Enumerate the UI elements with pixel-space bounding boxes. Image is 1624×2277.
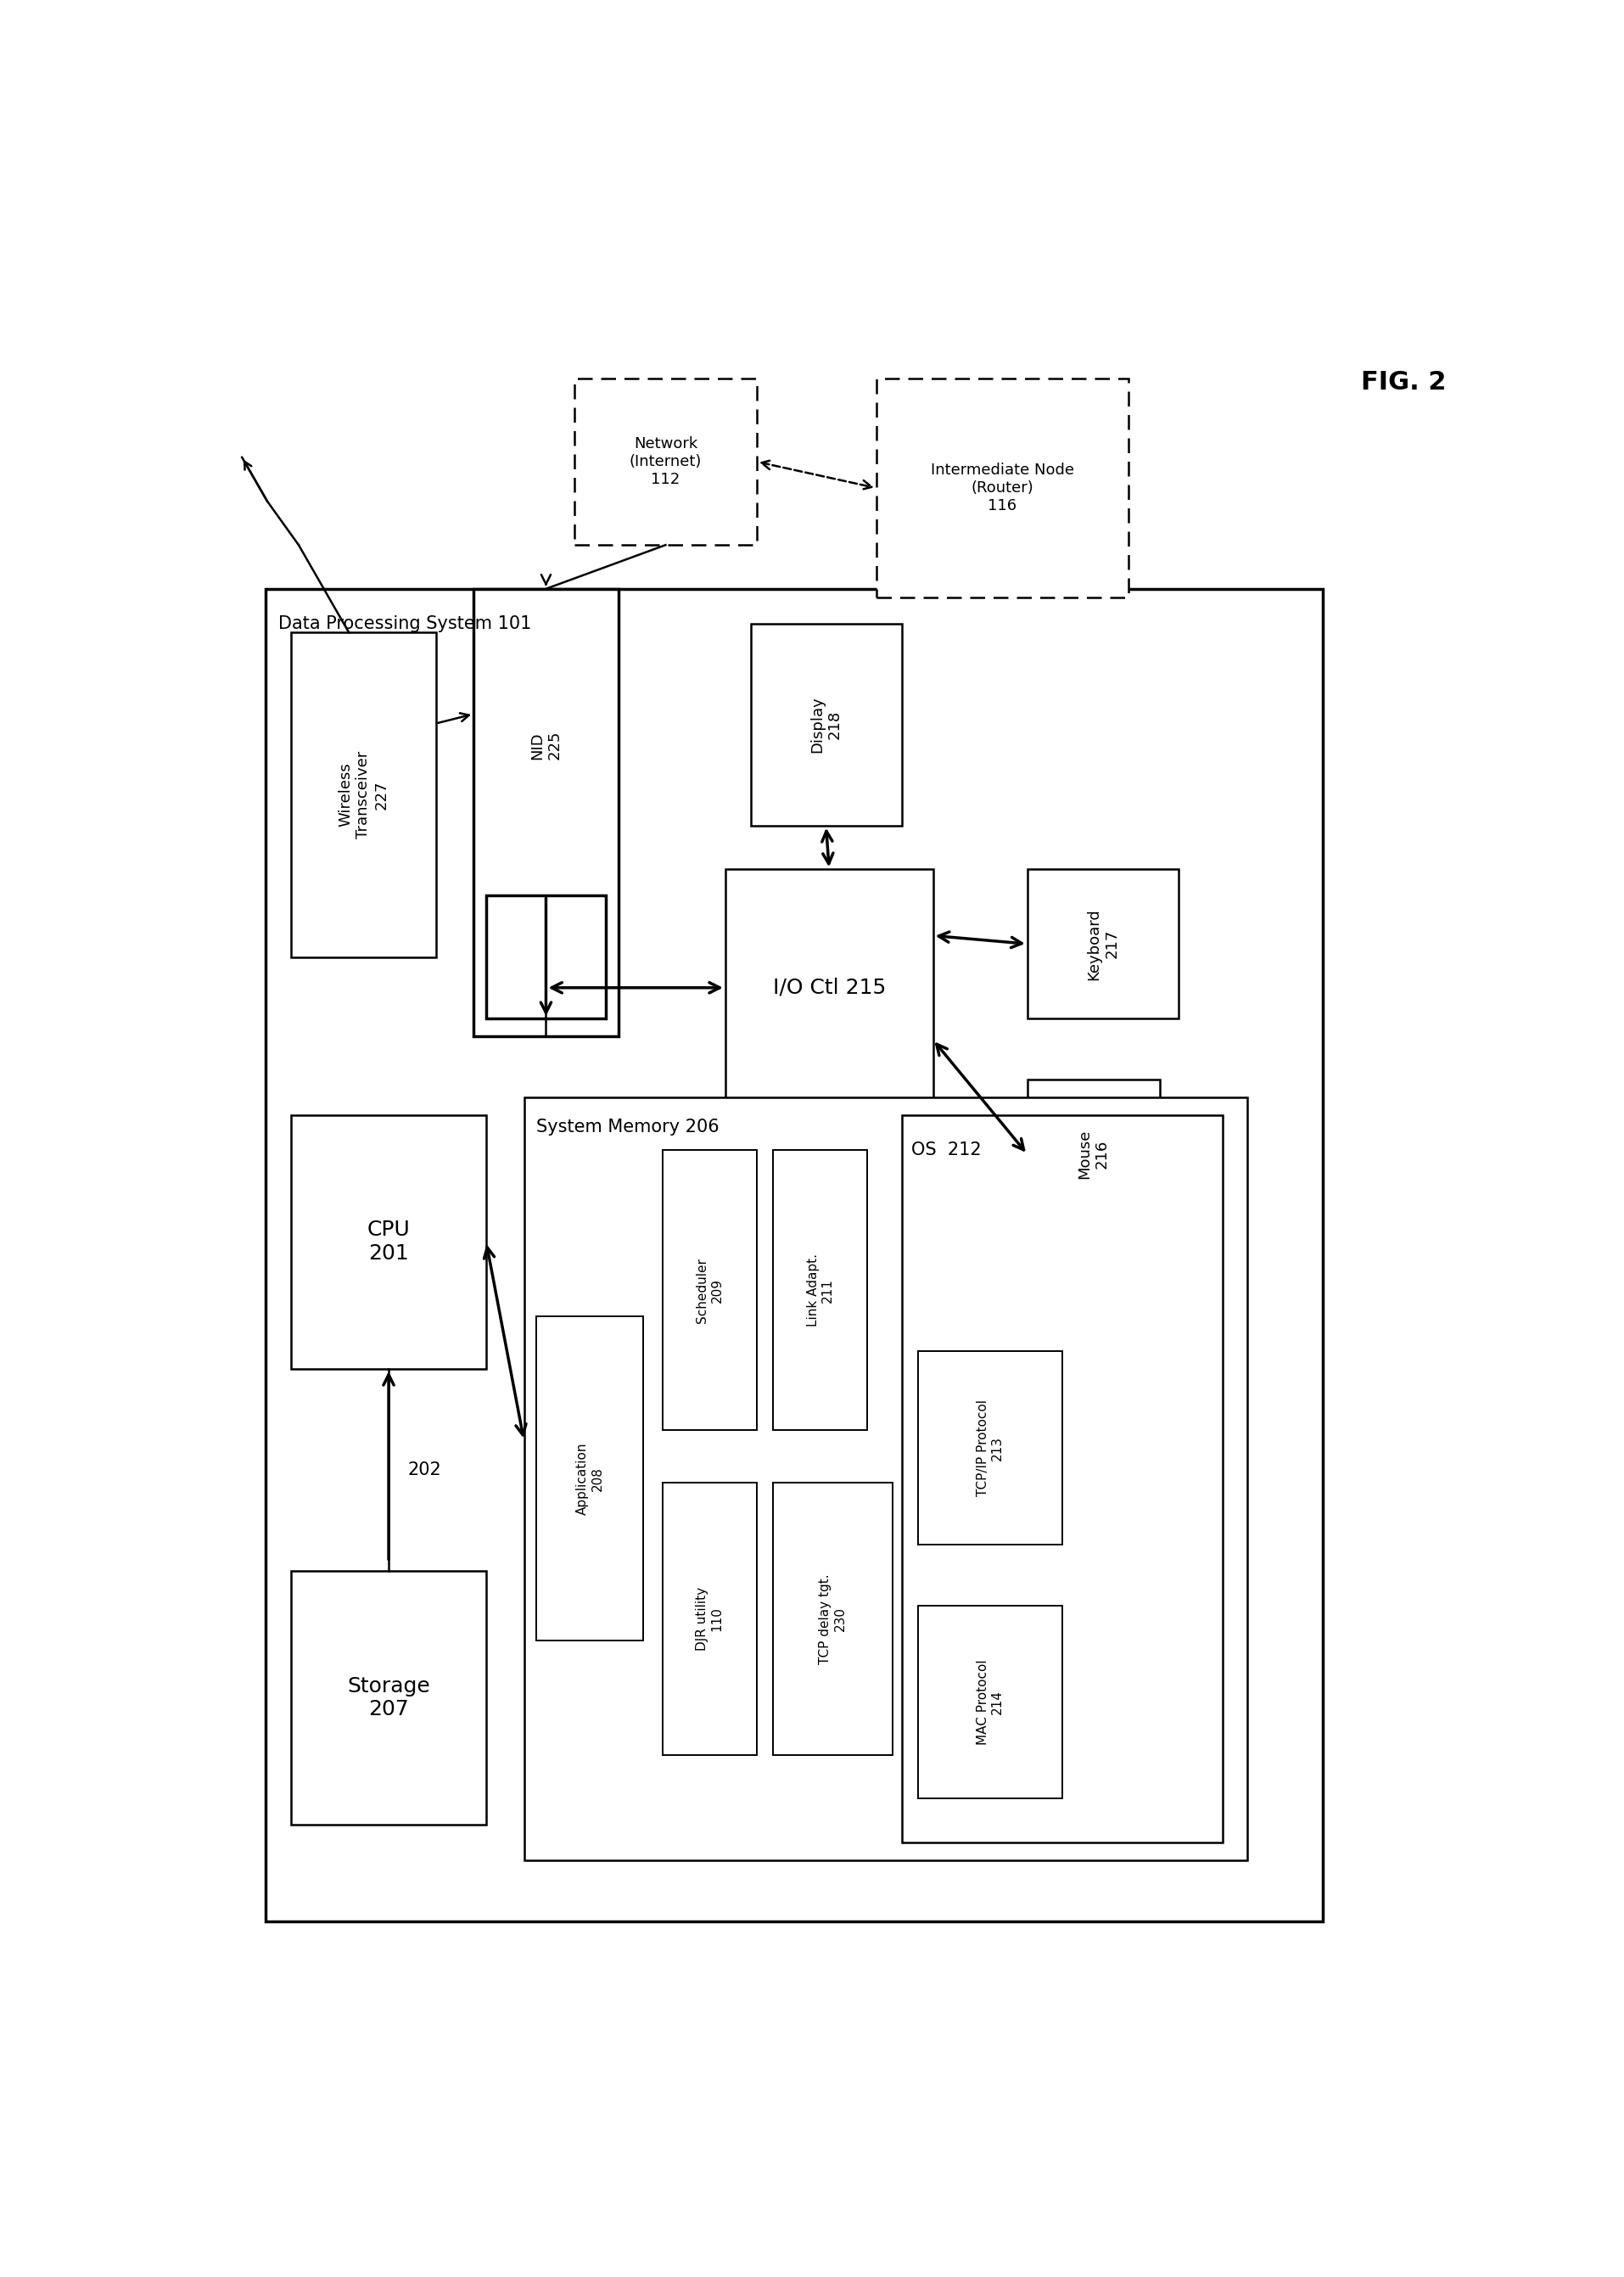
Text: OS  212: OS 212 bbox=[911, 1141, 981, 1159]
Bar bbox=[486, 895, 606, 1018]
Text: Network
(Internet)
112: Network (Internet) 112 bbox=[630, 437, 702, 487]
Bar bbox=[525, 1098, 1247, 1860]
Text: DJR utility
110: DJR utility 110 bbox=[695, 1587, 723, 1651]
Text: I/O Ctl 215: I/O Ctl 215 bbox=[773, 977, 885, 997]
Bar bbox=[773, 1150, 867, 1430]
Bar bbox=[1028, 1079, 1160, 1230]
Text: Data Processing System 101: Data Processing System 101 bbox=[279, 615, 531, 633]
Bar bbox=[663, 1150, 757, 1430]
Text: Link Adapt.
211: Link Adapt. 211 bbox=[807, 1255, 835, 1327]
Bar bbox=[901, 1116, 1223, 1842]
Bar bbox=[575, 378, 757, 544]
Bar bbox=[291, 633, 435, 956]
Text: Intermediate Node
(Router)
116: Intermediate Node (Router) 116 bbox=[931, 462, 1073, 512]
Text: Mouse
216: Mouse 216 bbox=[1077, 1129, 1109, 1179]
Text: TCP delay tgt.
230: TCP delay tgt. 230 bbox=[818, 1573, 846, 1664]
Text: Scheduler
209: Scheduler 209 bbox=[695, 1257, 723, 1323]
Text: Application
208: Application 208 bbox=[577, 1441, 604, 1514]
Text: System Memory 206: System Memory 206 bbox=[536, 1118, 719, 1136]
Text: FIG. 2: FIG. 2 bbox=[1361, 369, 1447, 394]
Text: CPU
201: CPU 201 bbox=[367, 1220, 411, 1264]
Text: Display
218: Display 218 bbox=[809, 697, 843, 754]
Bar bbox=[750, 624, 901, 827]
Bar bbox=[474, 590, 619, 1036]
Bar bbox=[536, 1316, 643, 1642]
Text: TCP/IP Protocol
213: TCP/IP Protocol 213 bbox=[976, 1400, 1004, 1496]
Text: Wireless
Transceiver
227: Wireless Transceiver 227 bbox=[338, 751, 388, 838]
Bar bbox=[918, 1353, 1062, 1544]
Text: 202: 202 bbox=[408, 1462, 442, 1478]
Bar bbox=[663, 1482, 757, 1756]
Text: Storage
207: Storage 207 bbox=[348, 1676, 430, 1719]
Bar bbox=[266, 590, 1324, 1922]
Bar bbox=[726, 870, 934, 1107]
Bar bbox=[291, 1116, 486, 1368]
Bar bbox=[877, 378, 1129, 597]
Bar bbox=[918, 1605, 1062, 1799]
Bar bbox=[773, 1482, 893, 1756]
Text: NID
225: NID 225 bbox=[529, 731, 562, 761]
Bar bbox=[291, 1571, 486, 1824]
Text: MAC Protocol
214: MAC Protocol 214 bbox=[976, 1660, 1004, 1744]
Text: Keyboard
217: Keyboard 217 bbox=[1086, 909, 1119, 979]
Bar bbox=[1028, 870, 1179, 1018]
